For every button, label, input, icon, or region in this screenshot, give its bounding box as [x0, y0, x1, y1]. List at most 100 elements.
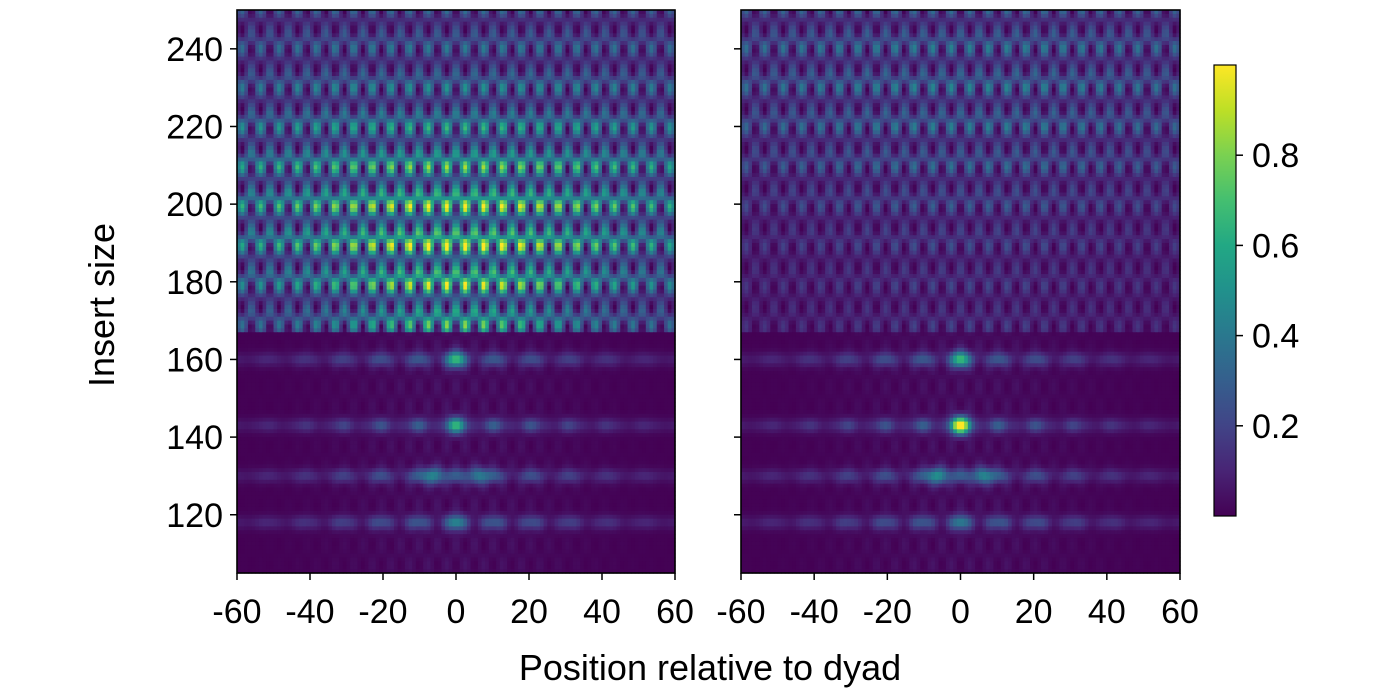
- heatmap-cell: [510, 25, 515, 31]
- heatmap-cell: [448, 64, 453, 69]
- heatmap-cell: [430, 37, 435, 42]
- heatmap-cell: [266, 87, 271, 93]
- heatmap-cell: [474, 134, 479, 139]
- heatmap-cell: [612, 64, 618, 69]
- heatmap-cell: [251, 138, 256, 143]
- heatmap-cell: [284, 29, 289, 34]
- heatmap-cell: [536, 122, 541, 128]
- heatmap-cell: [470, 161, 475, 166]
- heatmap-cell: [536, 25, 541, 31]
- heatmap-cell: [514, 91, 519, 97]
- heatmap-cell: [514, 122, 519, 128]
- heatmap-cell: [609, 118, 614, 124]
- heatmap-cell: [445, 165, 450, 170]
- heatmap-cell: [452, 17, 457, 23]
- heatmap-cell: [331, 48, 337, 54]
- heatmap-cell: [550, 134, 556, 139]
- heatmap-cell: [331, 17, 337, 23]
- heatmap-cell: [379, 83, 384, 89]
- heatmap-cell: [558, 110, 563, 116]
- heatmap-cell: [320, 76, 326, 81]
- heatmap-cell: [492, 10, 497, 15]
- heatmap-cell: [499, 87, 505, 93]
- heatmap-cell: [426, 103, 432, 108]
- heatmap-cell: [434, 41, 439, 46]
- heatmap-cell: [594, 153, 599, 159]
- heatmap-cell: [660, 17, 665, 23]
- heatmap-cell: [612, 134, 618, 139]
- heatmap-cell: [339, 157, 344, 163]
- heatmap-cell: [273, 79, 278, 85]
- heatmap-cell: [346, 126, 351, 131]
- heatmap-cell: [463, 153, 468, 159]
- heatmap-cell: [331, 25, 337, 31]
- heatmap-cell: [591, 76, 596, 81]
- heatmap-cell: [426, 130, 432, 135]
- heatmap-cell: [448, 37, 453, 42]
- heatmap-cell: [269, 91, 275, 97]
- heatmap-cell: [539, 68, 545, 73]
- heatmap-cell: [262, 48, 267, 54]
- heatmap-cell: [350, 142, 355, 147]
- heatmap-cell: [445, 29, 450, 34]
- heatmap-cell: [638, 17, 643, 23]
- heatmap-cell: [532, 126, 537, 131]
- heatmap-cell: [415, 13, 421, 19]
- heatmap-cell: [247, 138, 253, 143]
- heatmap-cell: [572, 122, 578, 128]
- heatmap-cell: [620, 118, 625, 124]
- heatmap-cell: [594, 110, 599, 116]
- heatmap-cell: [554, 17, 559, 23]
- heatmap-cell: [415, 56, 421, 62]
- heatmap-cell: [518, 142, 523, 147]
- heatmap-cell: [525, 161, 530, 166]
- heatmap-cell: [361, 145, 366, 151]
- heatmap-cell: [306, 91, 311, 97]
- heatmap-cell: [448, 33, 453, 38]
- heatmap-cell: [364, 118, 369, 124]
- heatmap-cell: [656, 76, 661, 81]
- heatmap-cell: [423, 126, 428, 131]
- heatmap-cell: [477, 48, 483, 54]
- heatmap-cell: [532, 17, 537, 23]
- heatmap-cell: [328, 138, 333, 143]
- heatmap-cell: [576, 145, 581, 151]
- heatmap-cell: [430, 157, 435, 163]
- heatmap-cell: [594, 142, 599, 147]
- heatmap-cell: [470, 52, 475, 58]
- heatmap-cell: [463, 48, 468, 54]
- heatmap-cell: [459, 64, 464, 69]
- heatmap-cell: [426, 149, 432, 155]
- heatmap-cell: [247, 72, 253, 77]
- heatmap-cell: [507, 79, 512, 85]
- heatmap-cell: [397, 149, 402, 155]
- heatmap-cell: [280, 99, 286, 104]
- heatmap-cell: [667, 134, 672, 139]
- heatmap-cell: [503, 83, 508, 89]
- heatmap-cell: [419, 33, 424, 38]
- heatmap-cell: [612, 107, 618, 112]
- heatmap-cell: [634, 142, 640, 147]
- heatmap-cell: [514, 83, 519, 89]
- heatmap-cell: [459, 99, 464, 104]
- heatmap-cell: [237, 110, 242, 116]
- heatmap-cell: [649, 138, 654, 143]
- heatmap-cell: [492, 17, 497, 23]
- heatmap-cell: [496, 130, 501, 135]
- heatmap-cell: [518, 169, 523, 174]
- heatmap-cell: [390, 157, 395, 163]
- heatmap-cell: [255, 29, 260, 34]
- heatmap-cell: [503, 10, 508, 15]
- heatmap-cell: [594, 122, 599, 128]
- heatmap-cell: [437, 130, 442, 135]
- heatmap-cell: [667, 122, 672, 128]
- heatmap-cell: [324, 25, 329, 31]
- heatmap-cell: [383, 107, 388, 112]
- heatmap-cell: [609, 142, 614, 147]
- heatmap-cell: [558, 95, 563, 100]
- heatmap-cell: [558, 157, 563, 163]
- heatmap-cell: [353, 142, 359, 147]
- heatmap-cell: [550, 29, 556, 34]
- heatmap-cell: [572, 33, 578, 38]
- heatmap-cell: [547, 64, 552, 69]
